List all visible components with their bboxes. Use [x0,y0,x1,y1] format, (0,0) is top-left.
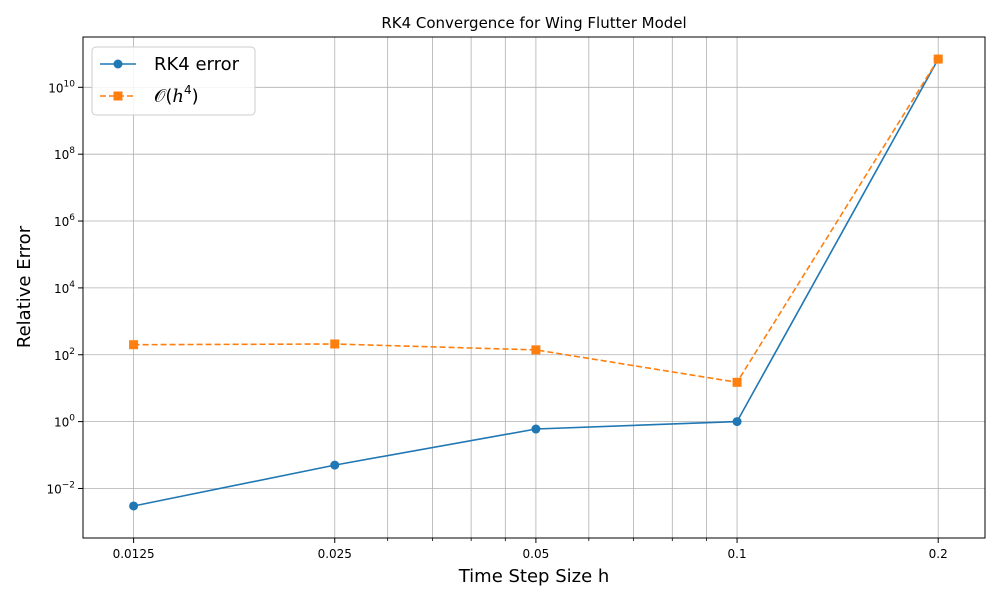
y-tick-label: 1010 [48,79,75,95]
legend-marker-order-h4 [113,91,123,101]
data-point-rk4-error [531,424,541,434]
legend: RK4 error 𝒪(h4) [91,46,256,116]
x-tick-label: 0.025 [318,547,352,561]
legend-label-order-h4: 𝒪(h4) [154,83,199,107]
data-point-rk4-error [732,417,742,427]
y-tick-label: 102 [54,347,75,363]
data-point-order-h4 [531,345,541,355]
data-point-order-h4 [129,340,139,350]
x-tick-label: 0.05 [523,547,550,561]
x-tick-label: 0.0125 [113,547,155,561]
y-tick-label: 104 [54,280,75,296]
data-point-rk4-error [330,460,340,470]
data-point-order-h4 [732,377,742,387]
y-tick-label: 108 [54,146,75,162]
chart-title: RK4 Convergence for Wing Flutter Model [381,14,686,32]
data-point-rk4-error [129,501,139,511]
y-tick-label: 106 [54,213,75,229]
x-tick-label: 0.2 [929,547,948,561]
x-tick-label: 0.1 [728,547,747,561]
data-point-order-h4 [933,54,943,64]
y-tick-label: 10−2 [46,480,75,496]
y-axis-label: Relative Error [14,225,35,348]
legend-marker-rk4-error [113,59,123,69]
y-tick-label: 100 [54,414,75,430]
data-point-order-h4 [330,339,340,349]
x-axis-label: Time Step Size h [458,566,610,587]
series-layer [129,54,943,511]
series-line-order-h4 [133,58,939,384]
axes: 0.0125 0.025 0.05 0.1 0.2 10−2 100 102 104 106 108… [46,79,947,561]
legend-label-rk4-error: RK4 error [154,54,240,75]
grid [83,37,985,538]
